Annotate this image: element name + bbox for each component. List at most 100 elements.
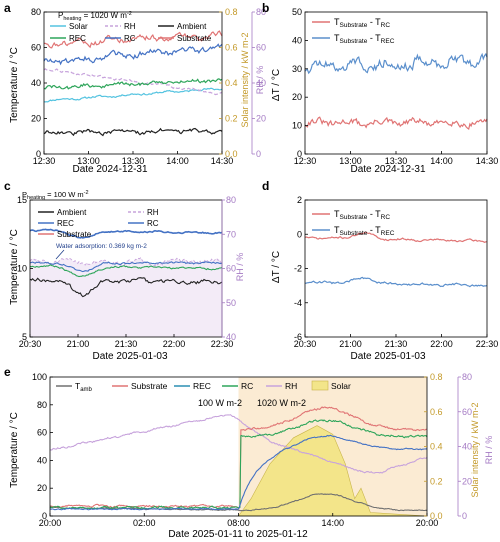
series-line-c-rec — [29, 264, 223, 278]
legend-a-2-label: Ambient — [177, 22, 207, 31]
panel-c-heating-note: Pheating = 100 W m-2 — [22, 190, 89, 201]
y3-tick-label: 40 — [462, 442, 472, 452]
x-tick-label: 13:30 — [122, 156, 145, 166]
y2-tick-label: 0.6 — [225, 43, 238, 53]
series-line-e-rc — [49, 434, 428, 511]
y-tick-label: 80 — [31, 7, 41, 17]
y-tick-label: 20 — [31, 114, 41, 124]
series-line-ambient — [43, 127, 223, 137]
y3-tick-label: 60 — [226, 264, 236, 274]
y-tick-label: 0 — [42, 511, 47, 521]
x-tick-label: 21:00 — [67, 339, 90, 349]
y-tick-label: 0 — [297, 229, 302, 239]
x-tick-label: 13:00 — [77, 156, 100, 166]
legend-a-3-label: REC — [69, 34, 86, 43]
y3-tick-label: 0 — [256, 149, 261, 159]
legend-e-5-swatch — [311, 380, 329, 391]
y3-tick-label: 0 — [462, 511, 467, 521]
y3-tick-label: 40 — [256, 78, 266, 88]
legend-c-4-label: Substrate — [57, 230, 92, 239]
y3-tick-label: 80 — [462, 372, 472, 382]
y2-tick-label: 0.0 — [225, 149, 238, 159]
panel-c-plot: 20:30 21:00 21:30 22:00 22:30 5 10 15 40 50 60 70 80… — [17, 195, 236, 349]
y-tick-label: 40 — [37, 455, 47, 465]
panel-d-xlabel: Date 2025-01-03 — [350, 351, 425, 362]
x-tick-label: 14:30 — [476, 156, 499, 166]
panel-b-plot: 12:30 13:00 13:30 14:00 14:30 0 10 20 30 40 50 TSub… — [292, 7, 498, 166]
series-line-substrate — [43, 30, 223, 49]
x-tick-label: 20:30 — [19, 339, 42, 349]
x-tick-label: 14:00 — [430, 156, 453, 166]
y3-tick-label: 40 — [226, 332, 236, 342]
panel-a-y3label: RH / % — [255, 66, 265, 95]
x-tick-label: 22:00 — [163, 339, 186, 349]
legend-c-1-label: RH — [147, 208, 159, 217]
series-line-c-ambient — [29, 277, 223, 298]
y-tick-label: 40 — [31, 78, 41, 88]
panel-label-c: c — [4, 179, 11, 193]
panel-label-d: d — [262, 179, 269, 193]
y2-tick-label: 0.0 — [430, 511, 443, 521]
y2-tick-label: 0.8 — [430, 372, 443, 382]
x-tick-label: 13:30 — [385, 156, 408, 166]
legend-a-1-label: RH — [124, 22, 136, 31]
panel-e: e 20:00 02:00 08:00 14:00 20:000204060801000… — [4, 365, 494, 540]
plot-frame — [304, 11, 488, 155]
panel-b: b 12:30 13:00 13:30 14:00 14:30 0 10 20 30 40 50 TS… — [262, 1, 498, 175]
panel-d-ylabel: ΔT / °C — [271, 251, 282, 283]
y-tick-label: 20 — [292, 92, 302, 102]
legend-e-0-label: Tamb — [75, 381, 93, 393]
y-tick-label: 0 — [36, 149, 41, 159]
y-tick-label: 20 — [37, 483, 47, 493]
legend-a-0-label: Solar — [69, 22, 88, 31]
panel-b-xlabel: Date 2024-12-31 — [350, 164, 425, 175]
y3-tick-label: 80 — [256, 7, 266, 17]
y3-tick-label: 60 — [462, 407, 472, 417]
legend-e-5-label: Solar — [331, 381, 351, 391]
series-line-c-rh — [29, 256, 223, 267]
legend-c-3-label: RC — [147, 219, 159, 228]
x-tick-label: 12:30 — [294, 156, 317, 166]
legend-e-1-label: Substrate — [131, 381, 168, 391]
x-tick-label: 08:00 — [227, 518, 250, 528]
series-line-rec — [43, 78, 223, 90]
legend-a-4-label: RC — [124, 34, 136, 43]
plot-frame — [304, 199, 488, 338]
panel-a-xlabel: Date 2024-12-31 — [72, 164, 147, 175]
legend-e-2-label: REC — [193, 381, 211, 391]
series-line-e-rh — [49, 414, 428, 474]
y-tick-label: -6 — [294, 332, 302, 342]
y3-tick-label: 70 — [226, 229, 236, 239]
legend-c-0-label: Ambient — [57, 208, 87, 217]
x-tick-label: 20:00 — [416, 518, 439, 528]
y3-tick-label: 50 — [226, 298, 236, 308]
panel-a-ylabel: Temperature / °C — [9, 47, 20, 123]
x-tick-label: 20:30 — [294, 339, 317, 349]
legend-b-0-label: TSubstrate - TRC — [334, 17, 390, 29]
legend-a-5-label: Substrate — [177, 34, 212, 43]
panel-b-ylabel: ΔT / °C — [271, 69, 282, 101]
y-tick-label: 15 — [17, 195, 27, 205]
panel-e-ylabel: Temperature / °C — [9, 412, 20, 488]
x-tick-label: 02:00 — [133, 518, 156, 528]
x-tick-label: 21:30 — [115, 339, 138, 349]
series-line-b-0 — [304, 116, 488, 130]
y3-tick-label: 60 — [256, 43, 266, 53]
y-tick-label: -4 — [294, 298, 302, 308]
panel-e-y2label: Solar intensity / kW m-2 — [470, 402, 480, 497]
x-tick-label: 12:30 — [33, 156, 56, 166]
y2-tick-label: 0.4 — [225, 78, 238, 88]
series-line-rh — [43, 68, 223, 96]
legend-e-4-label: RH — [285, 381, 297, 391]
y-tick-label: 10 — [292, 121, 302, 131]
panel-c-ylabel: Temperature / °C — [9, 229, 20, 305]
panel-c: c 20:30 21:00 21:30 22:00 22:30 5 10 15 40 50 60 70… — [4, 179, 245, 362]
panel-c-y3label: RH / % — [235, 253, 245, 282]
y-tick-label: -2 — [294, 264, 302, 274]
panel-e-xlabel: Date 2025-01-11 to 2025-01-12 — [168, 529, 308, 540]
y3-tick-label: 20 — [462, 476, 472, 486]
panel-c-xlabel: Date 2025-01-03 — [92, 351, 167, 362]
x-tick-label: 21:00 — [339, 339, 362, 349]
y-tick-label: 10 — [17, 264, 27, 274]
y2-tick-label: 0.6 — [430, 407, 443, 417]
